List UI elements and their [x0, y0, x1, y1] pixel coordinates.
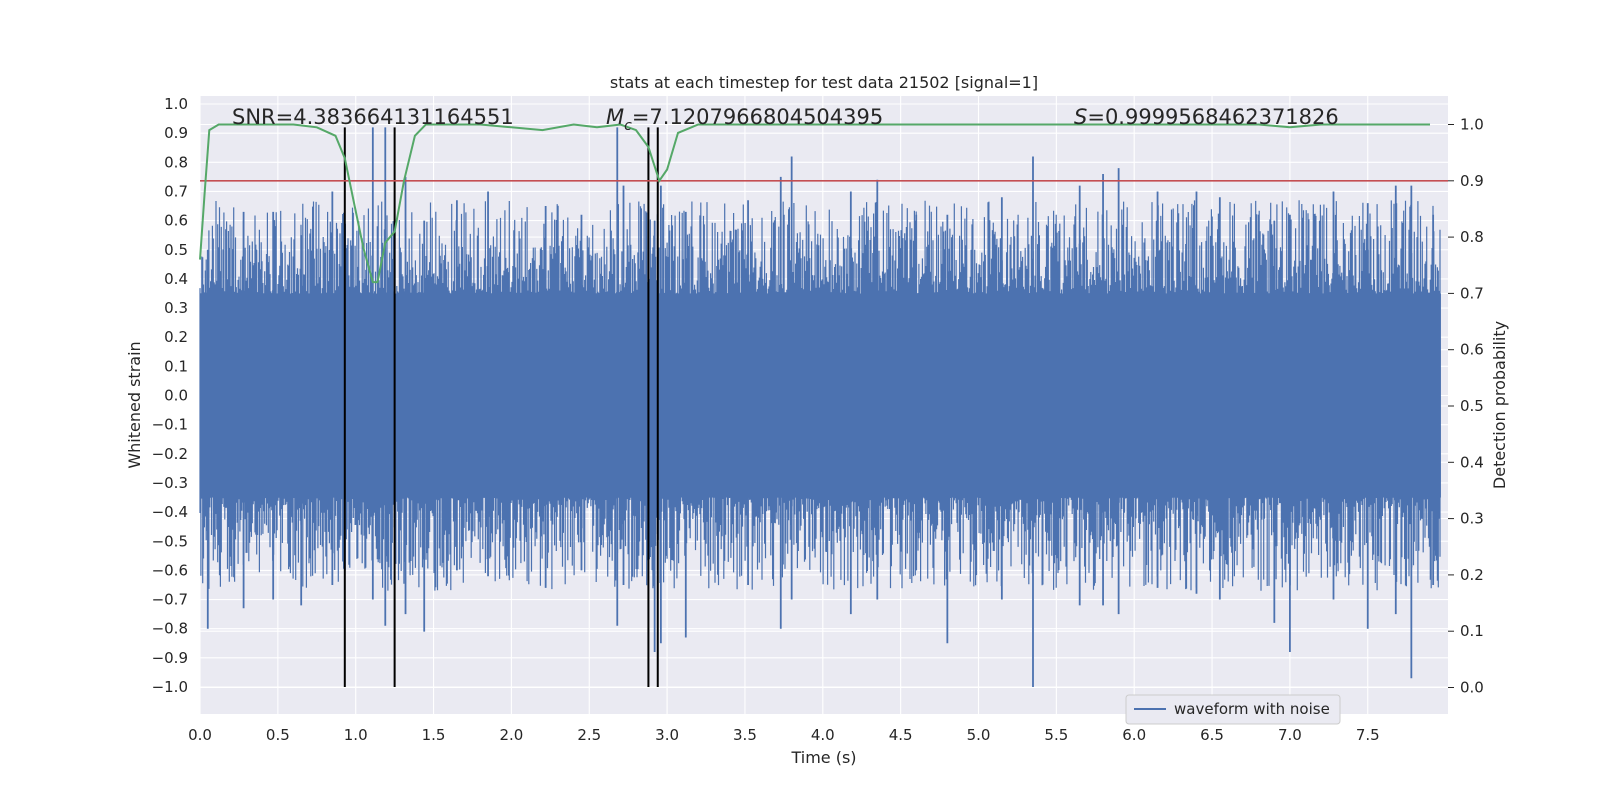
x-tick-label: 3.0: [655, 726, 679, 744]
y2-tick-label: 0.6: [1460, 341, 1484, 359]
y-tick-label: 0.8: [164, 153, 188, 171]
y-tick-label: −0.2: [152, 445, 188, 463]
y2-tick-label: 0.9: [1460, 172, 1484, 190]
x-tick-label: 3.5: [733, 726, 757, 744]
y-tick-label: −0.3: [152, 474, 188, 492]
detection-probability-line: [199, 123, 1430, 284]
y2-tick-label: 1.0: [1460, 116, 1484, 134]
axis-ticks: 0.0 0.5 1.0 1.5 2.0 2.5 3.0 3.5 4.0 4.5 5.0 5.5 6.0 6…: [152, 95, 1484, 744]
chart-title: stats at each timestep for test data 215…: [610, 73, 1038, 92]
x-tick-label: 5.0: [967, 726, 991, 744]
chirp-mass-symbol: M: [606, 105, 624, 129]
y2-tick-label: 0.5: [1460, 397, 1484, 415]
y-tick-label: −0.1: [152, 416, 188, 434]
y-tick-label: 0.4: [164, 270, 188, 288]
y2-tick-label: 0.3: [1460, 510, 1484, 528]
chirp-mass-annotation: Mc=7.1207966804504395: [606, 105, 883, 134]
x-tick-label: 2.0: [499, 726, 523, 744]
legend-box: [1125, 694, 1341, 725]
x-tick-label: 6.5: [1200, 726, 1224, 744]
x-tick-label: 4.0: [811, 726, 835, 744]
legend-label: waveform with noise: [1174, 700, 1330, 718]
y2-tick-label: 0.0: [1460, 679, 1484, 697]
y-tick-label: 0.3: [164, 299, 188, 317]
y-tick-label: −0.5: [152, 532, 188, 550]
x-tick-label: 7.5: [1356, 726, 1380, 744]
y-tick-label: 0.0: [164, 387, 188, 405]
y2-axis-label: Detection probability: [1490, 321, 1509, 489]
snr-annotation: SNR=4.383664131164551: [232, 105, 514, 129]
y2-tick-label: 0.2: [1460, 566, 1484, 584]
y2-tick-label: 0.4: [1460, 453, 1484, 471]
y-tick-label: 0.9: [164, 124, 188, 142]
y-tick-label: 0.1: [164, 357, 188, 375]
chirp-mass-value: =7.1207966804504395: [632, 105, 883, 129]
s-annotation: S=0.9999568462371826: [1074, 105, 1339, 129]
detection-probability-series: [199, 123, 1448, 284]
y2-tick-label: 0.1: [1460, 622, 1484, 640]
waveform-noise: [199, 200, 1441, 591]
y-tick-label: 0.2: [164, 328, 188, 346]
legend: waveform with noise: [1125, 694, 1341, 725]
x-tick-label: 4.5: [889, 726, 913, 744]
x-tick-label: 0.0: [188, 726, 212, 744]
y-tick-label: 1.0: [164, 95, 188, 113]
y-tick-label: 0.5: [164, 241, 188, 259]
y-axis-label: Whitened strain: [125, 341, 144, 468]
y-tick-label: −0.4: [152, 503, 188, 521]
x-tick-label: 7.0: [1278, 726, 1302, 744]
x-axis-label: Time (s): [790, 748, 856, 767]
x-tick-label: 1.5: [422, 726, 446, 744]
s-symbol: S: [1074, 105, 1087, 129]
y-tick-label: −0.6: [152, 561, 188, 579]
s-value: =0.9999568462371826: [1087, 105, 1338, 129]
y-tick-label: 0.6: [164, 212, 188, 230]
waveform-series: [199, 127, 1441, 687]
y-tick-label: −0.8: [152, 620, 188, 638]
chirp-mass-subscript: c: [624, 118, 632, 134]
y2-tick-label: 0.7: [1460, 284, 1484, 302]
x-tick-label: 6.0: [1122, 726, 1146, 744]
x-tick-label: 1.0: [344, 726, 368, 744]
x-tick-label: 0.5: [266, 726, 290, 744]
x-tick-label: 5.5: [1044, 726, 1068, 744]
event-markers: [343, 127, 659, 687]
y-tick-label: −0.7: [152, 591, 188, 609]
x-tick-label: 2.5: [577, 726, 601, 744]
y-tick-label: −1.0: [152, 678, 188, 696]
y2-tick-label: 0.8: [1460, 228, 1484, 246]
y-tick-label: 0.7: [164, 182, 188, 200]
y-tick-label: −0.9: [152, 649, 188, 667]
